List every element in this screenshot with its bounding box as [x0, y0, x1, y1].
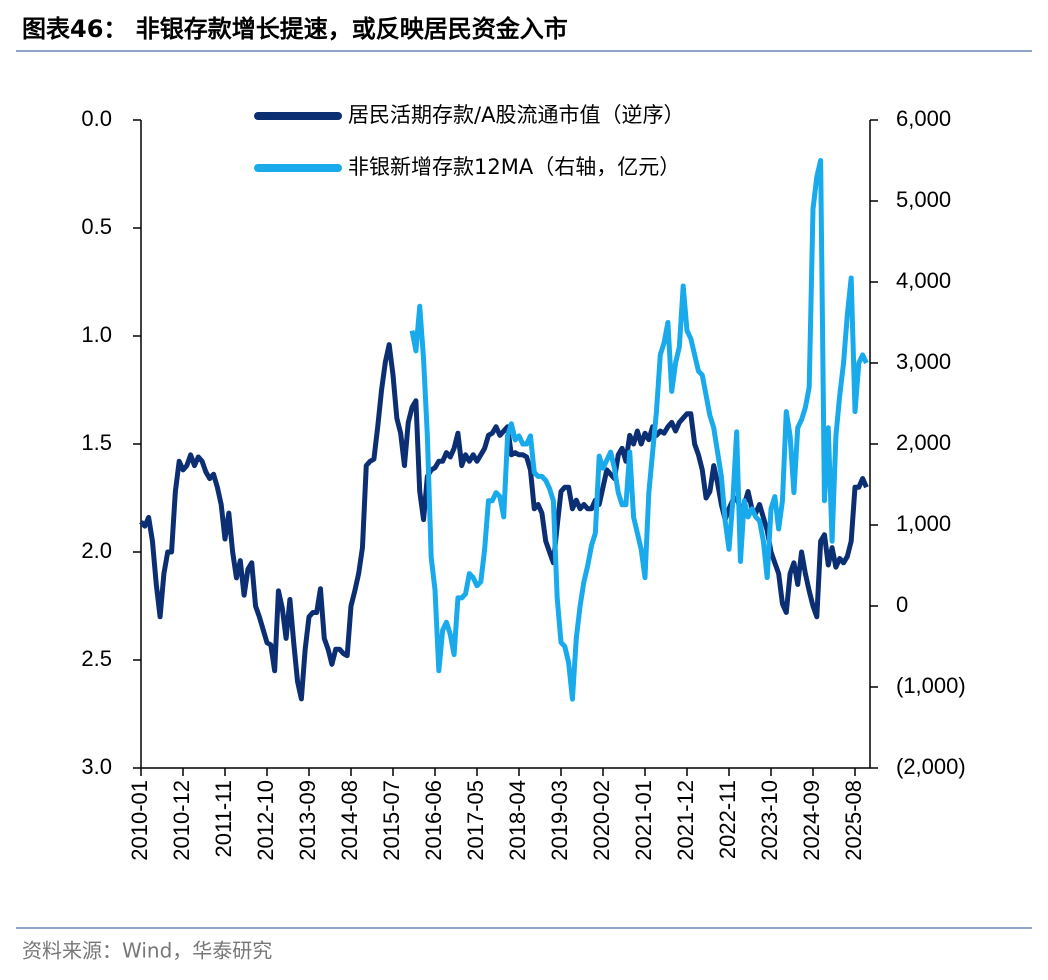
y2-tick-label: 5,000	[896, 187, 951, 212]
x-tick-label: 2023-10	[757, 780, 782, 861]
source: 资料来源：Wind，华泰研究	[22, 939, 272, 963]
x-tick-label: 2016-06	[421, 780, 446, 861]
y-tick-label: 0.5	[81, 214, 112, 239]
y2-tick-label: 1,000	[896, 511, 951, 536]
y-tick-label: 2.0	[81, 538, 112, 563]
x-tick-label: 2021-12	[673, 780, 698, 861]
x-tick-label: 2020-02	[589, 780, 614, 861]
x-tick-label: 2010-12	[169, 780, 194, 861]
x-tick-label: 2013-09	[295, 780, 320, 861]
x-tick-label: 2021-01	[631, 780, 656, 861]
y-tick-label: 1.0	[81, 322, 112, 347]
y2-tick-label: 3,000	[896, 349, 951, 374]
title: 图表46： 非银存款增长提速，或反映居民资金入市	[22, 15, 568, 43]
x-tick-label: 2019-03	[547, 780, 572, 861]
series-line	[409, 158, 869, 702]
y2-tick-label: 6,000	[896, 106, 951, 131]
y-tick-label: 1.5	[81, 430, 112, 455]
x-tick-label: 2010-01	[127, 780, 152, 861]
legend-label: 非银新增存款12MA（右轴，亿元）	[348, 155, 680, 179]
legend-label: 居民活期存款/A股流通市值（逆序）	[348, 103, 684, 127]
x-tick-label: 2018-04	[505, 780, 530, 861]
y-tick-label: 2.5	[81, 646, 112, 671]
x-tick-label: 2025-08	[841, 780, 866, 861]
x-tick-label: 2014-08	[337, 780, 362, 861]
y2-tick-label: 0	[896, 592, 908, 617]
y2-tick-label: 2,000	[896, 430, 951, 455]
y-tick-label: 0.0	[81, 106, 112, 131]
x-tick-label: 2015-07	[379, 780, 404, 861]
x-tick-label: 2011-11	[211, 780, 236, 857]
x-tick-label: 2017-05	[463, 780, 488, 861]
y-tick-label: 3.0	[81, 754, 112, 779]
x-tick-label: 2022-11	[715, 780, 740, 859]
y2-tick-label: 4,000	[896, 268, 951, 293]
y2-tick-label: (2,000)	[896, 754, 966, 779]
x-tick-label: 2024-09	[799, 780, 824, 861]
y2-tick-label: (1,000)	[896, 673, 966, 698]
x-tick-label: 2012-10	[253, 780, 278, 861]
